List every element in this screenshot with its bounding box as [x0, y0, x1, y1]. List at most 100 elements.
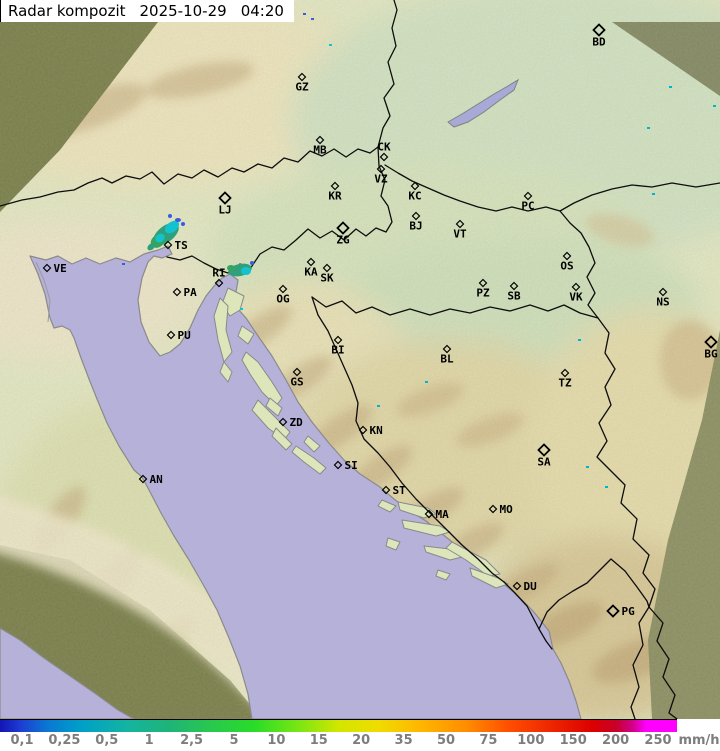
city-marker-mb: MB — [313, 135, 327, 157]
city-marker-an: AN — [138, 473, 163, 486]
intensity-label: 15 — [309, 733, 328, 748]
city-diamond-icon — [42, 263, 52, 273]
city-diamond-icon — [172, 287, 182, 297]
city-marker-sb: SB — [507, 281, 521, 303]
city-marker-bd: BD — [592, 23, 606, 49]
city-marker-kr: KR — [328, 181, 342, 203]
city-marker-pu: PU — [166, 329, 191, 342]
city-marker-zd: ZD — [278, 416, 303, 429]
city-label: BL — [440, 353, 454, 366]
intensity-label: 100 — [517, 733, 545, 748]
intensity-colorbar — [0, 719, 677, 732]
city-diamond-icon — [379, 152, 389, 162]
country-borders — [0, 0, 720, 719]
city-label: DU — [524, 580, 538, 593]
city-marker-zg: ZG — [336, 221, 350, 247]
city-label: MB — [313, 144, 327, 157]
radar-echo-speck — [578, 339, 581, 341]
radar-echo-speck — [425, 381, 428, 383]
intensity-label: 35 — [394, 733, 413, 748]
city-label: KN — [370, 424, 383, 437]
city-marker-pc: PC — [521, 191, 535, 213]
city-marker-sk: SK — [320, 263, 334, 285]
intensity-label: 2,5 — [180, 733, 204, 748]
intensity-legend: 0,1 0,25 0,5 1 2,5 5 10 15 20 35 50 75 100 150 200 250 … — [0, 719, 720, 751]
city-marker-ri: RI — [212, 267, 226, 288]
radar-echo-speck — [713, 105, 716, 107]
city-label: KR — [328, 190, 342, 203]
city-marker-pz: PZ — [476, 278, 490, 300]
city-diamond-icon — [455, 219, 465, 229]
intensity-unit-label: mm/h — [678, 733, 720, 748]
radar-echo-speck — [586, 466, 589, 468]
city-marker-du: DU — [512, 580, 538, 593]
city-diamond-icon — [322, 263, 332, 273]
city-marker-bg: BG — [704, 335, 718, 361]
city-label: AN — [150, 473, 163, 486]
city-label: PG — [622, 605, 636, 618]
radar-echoes-layer — [122, 13, 716, 488]
map-time: 04:20 — [240, 2, 284, 20]
city-marker-sa: SA — [537, 443, 551, 469]
city-label: BD — [592, 36, 606, 49]
city-label: PC — [521, 200, 534, 213]
city-diamond-icon — [562, 251, 572, 261]
city-marker-gs: GS — [290, 367, 304, 389]
city-label: PZ — [476, 287, 490, 300]
city-label: OS — [560, 260, 573, 273]
city-diamond-icon — [163, 240, 173, 250]
city-marker-os: OS — [560, 251, 574, 273]
city-diamond-icon — [376, 164, 386, 174]
radar-echo-speck — [240, 308, 243, 310]
city-diamond-icon — [315, 135, 325, 145]
title-bar: Radar kompozit 2025-10-29 04:20 — [0, 0, 294, 22]
radar-echo-rijeka-cell — [227, 261, 254, 277]
radar-echo-speck — [311, 18, 314, 20]
city-diamond-icon — [442, 344, 452, 354]
city-marker-pg: PG — [606, 604, 636, 618]
intensity-label: 0,5 — [95, 733, 119, 748]
lake-balaton — [447, 78, 520, 128]
city-label: LJ — [218, 204, 231, 217]
city-diamond-icon — [292, 367, 302, 377]
city-diamond-icon — [333, 460, 343, 470]
city-diamond-icon — [381, 485, 391, 495]
city-marker-ve: VE — [42, 262, 67, 275]
city-marker-ma: MA — [424, 508, 449, 521]
intensity-label: 50 — [436, 733, 456, 748]
intensity-label: 250 — [644, 733, 672, 748]
city-diamond-icon — [560, 368, 570, 378]
city-diamond-icon — [411, 211, 421, 221]
city-diamond-icon — [571, 282, 581, 292]
city-label: OG — [276, 293, 290, 306]
city-label: VE — [54, 262, 67, 275]
intensity-label: 200 — [602, 733, 630, 748]
city-label: BI — [331, 344, 344, 357]
city-label: ST — [393, 484, 407, 497]
city-marker-ns: NS — [656, 287, 670, 309]
city-label: KA — [304, 266, 318, 279]
city-diamond-icon — [278, 284, 288, 294]
city-marker-si: SI — [333, 459, 358, 472]
city-marker-bi: BI — [331, 335, 345, 357]
city-label: SK — [320, 272, 334, 285]
city-label: SB — [507, 290, 521, 303]
radar-echo-speck — [669, 86, 672, 88]
city-diamond-icon — [523, 191, 533, 201]
radar-echo-trieste-cell — [147, 214, 185, 251]
city-label: TS — [175, 239, 188, 252]
city-label: ZG — [336, 234, 350, 247]
radar-echo-speck — [122, 263, 125, 265]
radar-map: VE TS LJ GZ MB BD CK VZ KR KC ZG BJ VT PC KA SK OS VK NS PZ… — [0, 0, 720, 719]
city-label: SA — [537, 456, 551, 469]
radar-echo-speck — [329, 44, 332, 46]
city-diamond-icon — [410, 181, 420, 191]
intensity-label: 75 — [479, 733, 498, 748]
city-diamond-icon — [512, 581, 522, 591]
intensity-label: 0,25 — [48, 733, 81, 748]
city-marker-mo: MO — [488, 503, 513, 516]
city-diamond-icon — [488, 504, 498, 514]
city-diamond-icon — [333, 335, 343, 345]
city-label: TZ — [558, 377, 572, 390]
